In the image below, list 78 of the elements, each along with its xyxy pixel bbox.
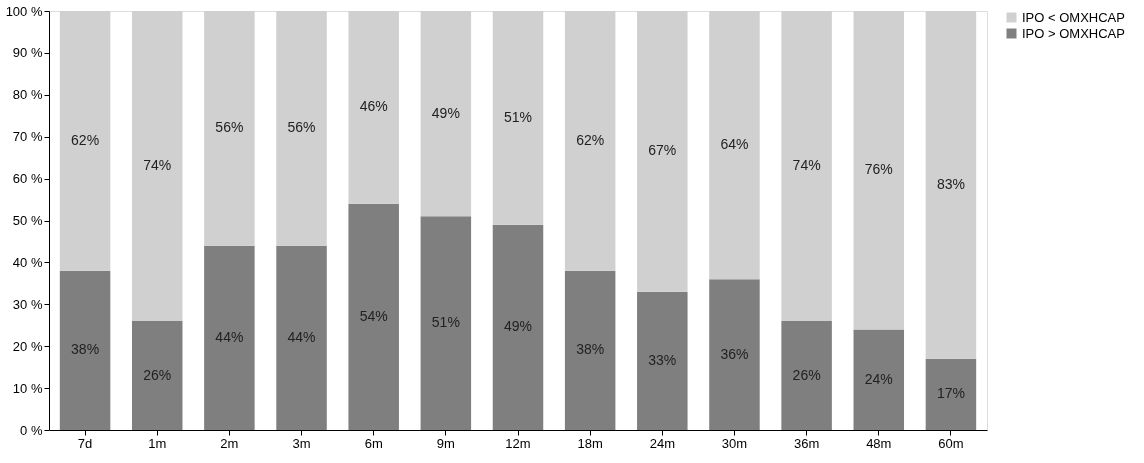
bar	[853, 329, 905, 430]
legend-label: IPO > OMXHCAP	[1022, 25, 1125, 41]
bar	[564, 11, 616, 271]
bar	[925, 11, 977, 359]
bar	[925, 358, 977, 430]
data-label: 26%	[143, 366, 172, 383]
data-label: 56%	[287, 119, 316, 136]
data-label: 64%	[720, 136, 749, 153]
data-label: 74%	[143, 157, 172, 174]
x-tick-label: 3m	[292, 435, 311, 451]
y-tick-label: 30 %	[12, 296, 43, 312]
y-tick-label: 0 %	[20, 422, 43, 438]
data-label: 36%	[720, 345, 749, 362]
data-label: 51%	[431, 314, 460, 331]
data-label: 67%	[648, 142, 677, 159]
data-label: 26%	[792, 366, 821, 383]
bar	[276, 245, 327, 430]
bar	[59, 11, 111, 271]
y-tick-label: 90 %	[12, 45, 43, 61]
data-label: 49%	[503, 318, 533, 335]
data-label: 44%	[215, 328, 244, 345]
x-tick-label: 18m	[577, 435, 603, 451]
bar	[204, 245, 255, 430]
bar	[853, 11, 905, 330]
y-tick-label: 60 %	[12, 171, 43, 187]
data-label: 62%	[71, 131, 100, 148]
bar	[492, 11, 544, 225]
x-tick-label: 36m	[793, 435, 820, 451]
y-tick-label: 10 %	[12, 380, 43, 396]
data-label: 51%	[503, 108, 533, 125]
y-tick-label: 40 %	[12, 254, 43, 270]
data-label: 83%	[936, 175, 965, 192]
bar	[492, 224, 544, 430]
legend-label: IPO < OMXHCAP	[1022, 9, 1125, 25]
data-label: 38%	[71, 341, 100, 358]
bar	[637, 11, 688, 292]
data-label: 17%	[936, 385, 965, 402]
bar	[709, 279, 760, 430]
x-tick-label: 6m	[364, 435, 383, 451]
bar	[709, 11, 760, 280]
bar	[637, 291, 688, 430]
bar	[420, 11, 472, 217]
data-label: 62%	[576, 131, 605, 148]
y-tick-label: 70 %	[12, 129, 43, 145]
y-tick-label: 100 %	[5, 3, 43, 19]
bar	[348, 11, 399, 204]
bar	[204, 11, 255, 246]
data-label: 54%	[359, 307, 388, 324]
x-tick-label: 30m	[721, 435, 748, 451]
x-tick-label: 7d	[77, 435, 93, 451]
bar	[276, 11, 327, 246]
bar	[131, 11, 183, 322]
x-tick-label: 12m	[505, 435, 531, 451]
x-tick-label: 24m	[649, 435, 675, 451]
data-label: 56%	[215, 119, 244, 136]
bar	[781, 11, 832, 322]
data-label: 24%	[864, 370, 893, 387]
x-tick-label: 1m	[148, 435, 167, 451]
data-label: 33%	[648, 351, 677, 368]
data-label: 38%	[576, 341, 605, 358]
bar	[564, 270, 616, 430]
y-tick-label: 20 %	[12, 338, 43, 354]
bar	[781, 321, 832, 430]
bar	[59, 270, 111, 430]
data-label: 76%	[864, 161, 893, 178]
x-tick-label: 48m	[866, 435, 892, 451]
bar	[420, 216, 472, 430]
data-label: 46%	[359, 98, 388, 115]
data-label: 49%	[431, 104, 460, 121]
y-tick-label: 50 %	[12, 213, 43, 228]
data-label: 44%	[287, 328, 316, 345]
bar	[348, 203, 399, 430]
data-label: 74%	[792, 157, 821, 174]
x-tick-label: 9m	[436, 435, 455, 451]
x-tick-label: 60m	[938, 435, 964, 451]
bar	[131, 321, 183, 430]
x-tick-label: 2m	[220, 435, 239, 451]
y-tick-label: 80 %	[12, 87, 43, 103]
